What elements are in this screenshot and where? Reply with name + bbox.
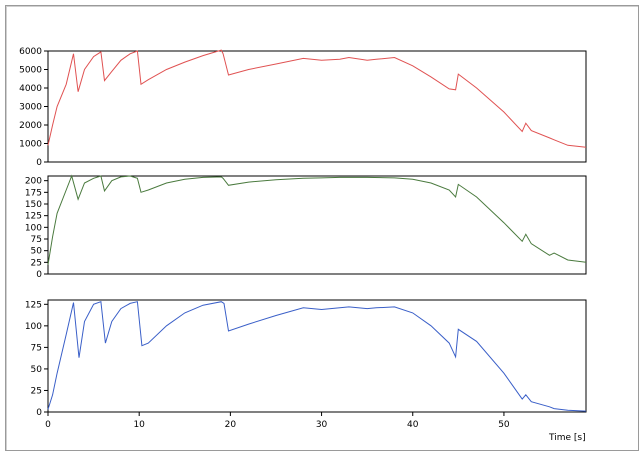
- y-tick-label: 150: [25, 200, 42, 210]
- y-tick-label: 50: [31, 247, 43, 257]
- series-line: [47, 174, 587, 265]
- y-tick-label: 25: [31, 386, 42, 396]
- y-tick-label: 2000: [19, 121, 42, 131]
- series-line: [47, 49, 587, 148]
- y-tick-label: 25: [31, 258, 42, 268]
- y-tick-label: 6000: [19, 47, 42, 57]
- plot-area: [47, 299, 587, 413]
- y-tick-label: 0: [36, 270, 42, 280]
- panel-top-red: 0 1000 2000 3000 4000 5000 6000: [19, 47, 587, 168]
- y-tick-label: 125: [25, 212, 42, 222]
- y-tick-label: 100: [25, 322, 42, 332]
- series-line: [47, 301, 587, 412]
- y-tick-label: 100: [25, 223, 42, 233]
- x-tick-label: 50: [498, 420, 510, 430]
- y-tick-label: 200: [25, 177, 42, 187]
- plot-area: [47, 50, 587, 163]
- plot-area: [47, 175, 587, 275]
- x-tick-label: 40: [407, 420, 419, 430]
- y-tick-label: 50: [31, 365, 43, 375]
- y-tick-label: 0: [36, 408, 42, 418]
- y-tick-label: 5000: [19, 66, 42, 76]
- y-tick-label: 0: [36, 158, 42, 168]
- y-tick-label: 175: [25, 188, 42, 198]
- y-tick-label: 1000: [19, 140, 42, 150]
- x-axis-label: Time [s]: [548, 433, 586, 443]
- y-tick-label: 75: [31, 343, 42, 353]
- x-tick-label: 0: [45, 420, 51, 430]
- y-tick-label: 4000: [19, 84, 42, 94]
- x-axis: 0 10 20 30 40 50: [45, 412, 510, 430]
- y-tick-label: 3000: [19, 103, 42, 113]
- y-tick-label: 75: [31, 235, 42, 245]
- y-tick-label: 125: [25, 300, 42, 310]
- panel-bottom-blue: 0 25 50 75 100 125: [25, 299, 587, 418]
- x-tick-label: 20: [225, 420, 237, 430]
- x-tick-label: 10: [133, 420, 145, 430]
- x-tick-label: 30: [316, 420, 328, 430]
- chart-frame: [5, 5, 639, 451]
